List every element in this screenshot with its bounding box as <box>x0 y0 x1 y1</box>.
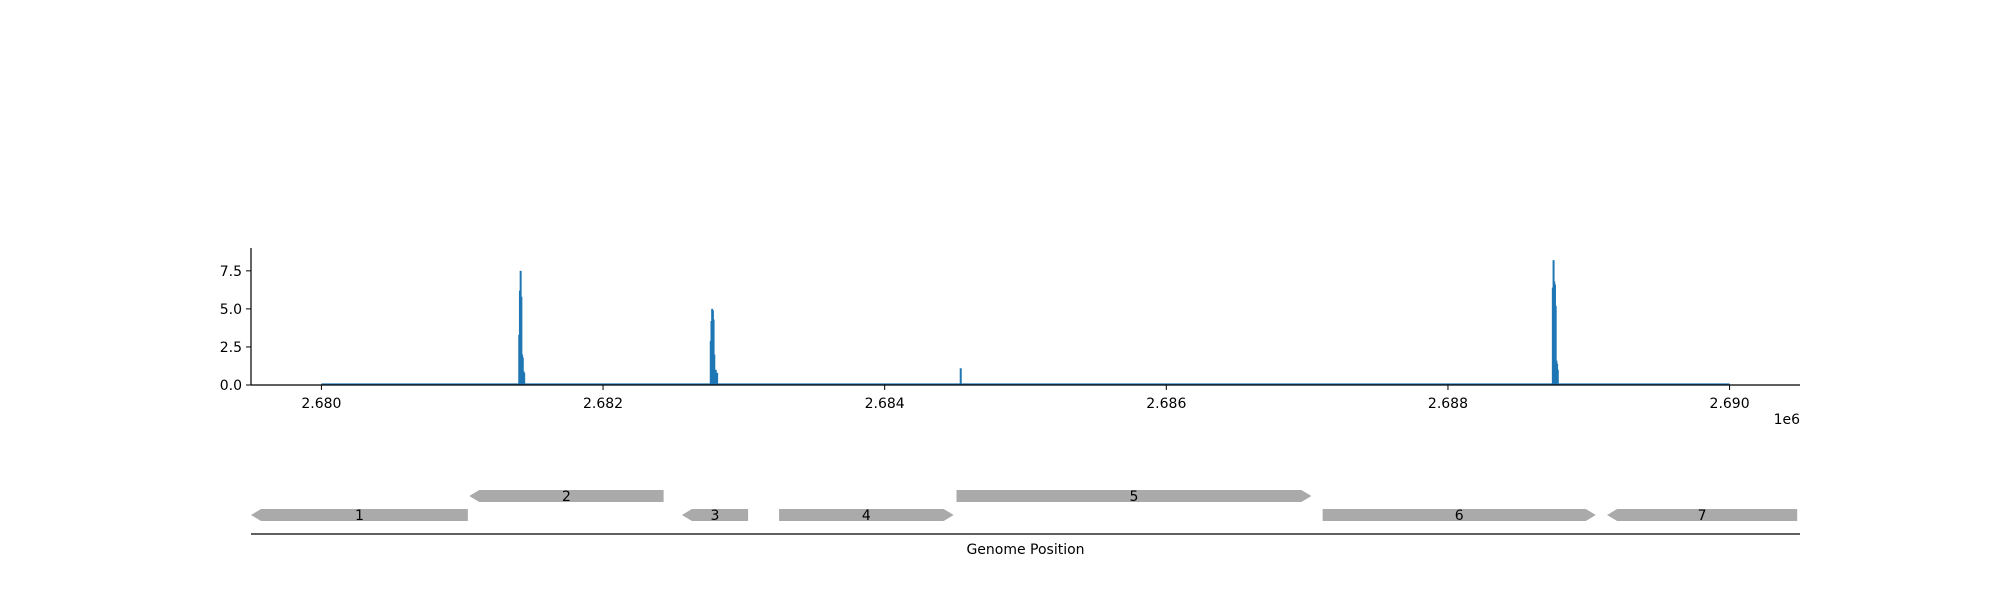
gene-7: 7 <box>1607 508 1798 524</box>
coverage-bar <box>713 354 716 385</box>
y-tick-label: 0.0 <box>220 378 242 394</box>
coverage-panel: 2.680 2.682 2.684 2.686 2.688 2.690 0.0 2.5 5.0… <box>220 248 1800 428</box>
gene-2: 2 <box>469 489 664 505</box>
x-tick-label: 2.682 <box>583 396 623 412</box>
coverage-bar <box>714 369 717 385</box>
coverage-bar <box>1554 305 1557 385</box>
gene-label: 1 <box>355 508 364 524</box>
coverage-bar <box>959 368 962 385</box>
y-tick-label: 5.0 <box>220 302 242 318</box>
coverage-bars <box>518 260 1559 385</box>
x-axis-offset-label: 1e6 <box>1774 412 1801 428</box>
gene-label: 2 <box>562 489 571 505</box>
gene-arrow <box>469 490 664 502</box>
x-axis-label: Genome Position <box>966 542 1084 558</box>
x-tick-label: 2.686 <box>1146 396 1186 412</box>
gene-label: 3 <box>711 508 720 524</box>
gene-5: 5 <box>956 489 1312 505</box>
gene-label: 7 <box>1698 508 1707 524</box>
gene-arrow <box>1607 509 1798 521</box>
x-tick-label: 2.688 <box>1428 396 1468 412</box>
gene-arrow <box>251 509 468 521</box>
y-axis-ticks: 0.0 2.5 5.0 7.5 <box>220 264 251 394</box>
coverage-bar <box>520 296 523 385</box>
x-axis-ticks: 2.680 2.682 2.684 2.686 2.688 2.690 <box>301 385 1750 412</box>
x-tick-label: 2.690 <box>1710 396 1750 412</box>
y-tick-label: 2.5 <box>220 340 242 356</box>
gene-3: 3 <box>681 508 749 524</box>
coverage-bar <box>1556 369 1559 385</box>
gene-1: 1 <box>251 508 468 524</box>
y-tick-label: 7.5 <box>220 264 242 280</box>
gene-label: 6 <box>1455 508 1464 524</box>
gene-arrow <box>681 509 749 521</box>
x-tick-label: 2.684 <box>865 396 905 412</box>
coverage-bar <box>712 319 715 385</box>
gene-arrow <box>779 509 954 521</box>
x-tick-label: 2.680 <box>301 396 341 412</box>
gene-label: 5 <box>1129 489 1138 505</box>
gene-panel: 1 2 3 4 5 6 7 Genome Position <box>251 489 1800 558</box>
coverage-bar <box>716 372 719 385</box>
gene-label: 4 <box>862 508 871 524</box>
gene-6: 6 <box>1322 508 1596 524</box>
gene-4: 4 <box>779 508 954 524</box>
coverage-bar <box>523 372 526 385</box>
gene-arrow <box>956 490 1312 502</box>
gene-arrow <box>1322 509 1596 521</box>
gene-track: 1 2 3 4 5 6 7 <box>251 489 1798 524</box>
